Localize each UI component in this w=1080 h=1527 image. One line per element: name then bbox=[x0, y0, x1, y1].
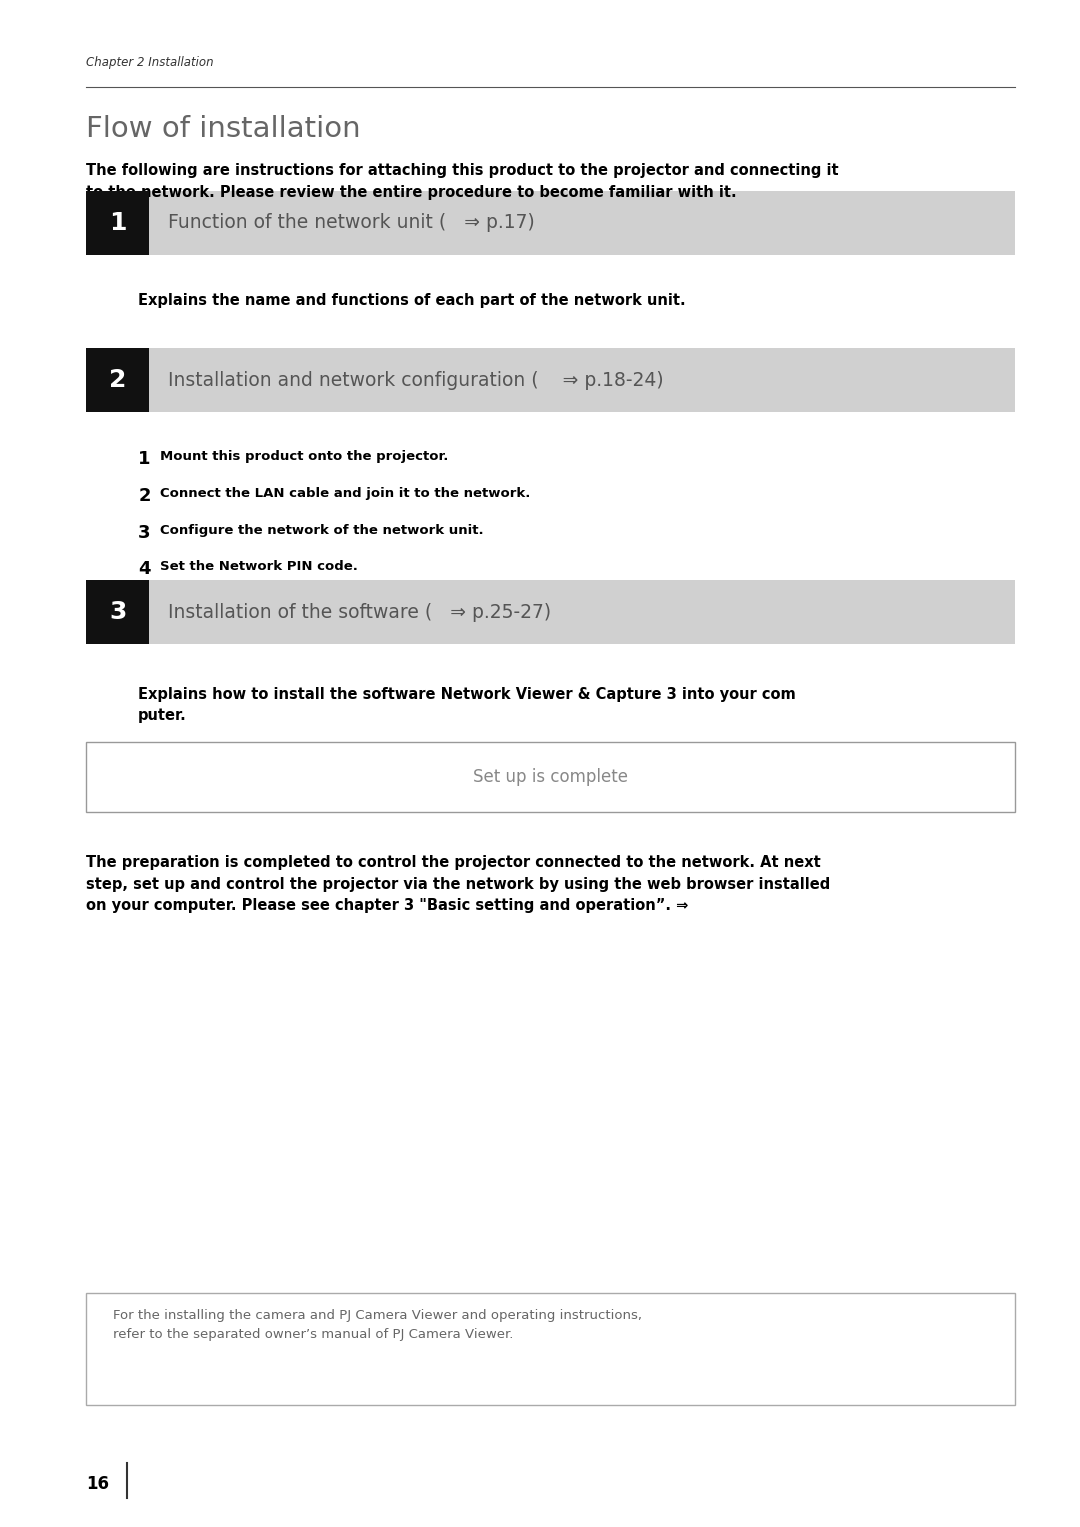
Text: For the installing the camera and PJ Camera Viewer and operating instructions,
r: For the installing the camera and PJ Cam… bbox=[113, 1309, 643, 1341]
FancyBboxPatch shape bbox=[86, 348, 1015, 412]
FancyBboxPatch shape bbox=[86, 348, 149, 412]
Text: Connect the LAN cable and join it to the network.: Connect the LAN cable and join it to the… bbox=[160, 487, 530, 501]
Text: Chapter 2 Installation: Chapter 2 Installation bbox=[86, 55, 214, 69]
Text: Installation of the software (   ⇒ p.25-27): Installation of the software ( ⇒ p.25-27… bbox=[168, 603, 552, 621]
FancyBboxPatch shape bbox=[86, 580, 149, 644]
Text: 2: 2 bbox=[138, 487, 151, 505]
Text: Flow of installation: Flow of installation bbox=[86, 115, 361, 142]
Text: The following are instructions for attaching this product to the projector and c: The following are instructions for attac… bbox=[86, 163, 839, 200]
Text: 16: 16 bbox=[86, 1475, 109, 1493]
Text: 1: 1 bbox=[138, 450, 151, 469]
Text: The preparation is completed to control the projector connected to the network. : The preparation is completed to control … bbox=[86, 855, 831, 913]
FancyBboxPatch shape bbox=[86, 191, 149, 255]
Text: Set the Network PIN code.: Set the Network PIN code. bbox=[160, 560, 357, 574]
Text: 4: 4 bbox=[138, 560, 151, 579]
Text: Set up is complete: Set up is complete bbox=[473, 768, 629, 786]
Text: 1: 1 bbox=[109, 211, 126, 235]
Text: 2: 2 bbox=[109, 368, 126, 392]
Text: Configure the network of the network unit.: Configure the network of the network uni… bbox=[160, 524, 484, 538]
Text: Function of the network unit (   ⇒ p.17): Function of the network unit ( ⇒ p.17) bbox=[168, 214, 536, 232]
Text: Mount this product onto the projector.: Mount this product onto the projector. bbox=[160, 450, 448, 464]
Text: Explains how to install the software Network Viewer & Capture 3 into your com
pu: Explains how to install the software Net… bbox=[138, 687, 796, 724]
FancyBboxPatch shape bbox=[86, 1293, 1015, 1405]
Text: 3: 3 bbox=[109, 600, 126, 625]
FancyBboxPatch shape bbox=[86, 191, 1015, 255]
Text: Installation and network configuration (    ⇒ p.18-24): Installation and network configuration (… bbox=[168, 371, 664, 389]
FancyBboxPatch shape bbox=[86, 580, 1015, 644]
Text: Explains the name and functions of each part of the network unit.: Explains the name and functions of each … bbox=[138, 293, 686, 308]
FancyBboxPatch shape bbox=[86, 742, 1015, 812]
Text: 3: 3 bbox=[138, 524, 151, 542]
